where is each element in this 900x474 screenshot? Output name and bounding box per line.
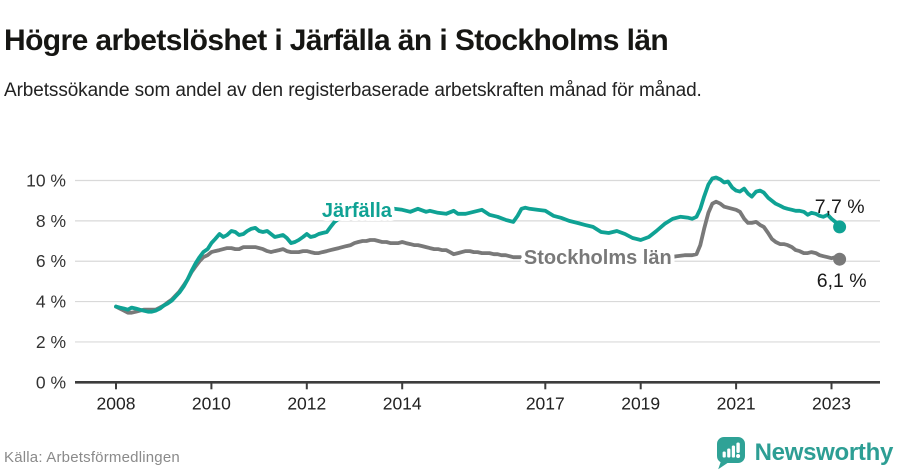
newsworthy-wordmark: Newsworthy	[754, 439, 894, 466]
y-tick-label: 8 %	[36, 211, 66, 231]
unemployment-line-chart: 0 % 2 % 4 % 6 % 8 % 10 % 2008 2010 2012 2014 2017 2…	[26, 171, 880, 413]
j-rf-lla-end-dot	[833, 220, 847, 234]
y-tick-label: 6 %	[36, 251, 66, 271]
x-tick-label-2008: 2008	[97, 393, 136, 413]
x-tick-label-2012: 2012	[287, 393, 326, 413]
source-credit: Källa: Arbetsförmedlingen	[4, 449, 180, 466]
x-tick-label-2021: 2021	[717, 393, 756, 413]
y-tick-label: 10 %	[26, 171, 66, 191]
stockholms-l-n-line	[114, 199, 842, 315]
chart-subtitle: Arbetssökande som andel av den registerb…	[4, 80, 702, 101]
x-tick-label-2019: 2019	[621, 393, 660, 413]
x-tick-label-2017: 2017	[526, 393, 565, 413]
j-rf-lla-series-label: Järfälla	[322, 200, 393, 222]
y-tick-label: 4 %	[36, 292, 66, 312]
stockholms-l-n-end-value-label: 6,1 %	[817, 270, 867, 292]
stockholms-l-n-end-dot	[833, 252, 847, 266]
x-tick-label-2010: 2010	[192, 393, 231, 413]
j-rf-lla-line	[114, 175, 842, 314]
y-tick-label: 0 %	[36, 372, 66, 392]
stockholms-l-n-series-label: Stockholms län	[524, 247, 672, 269]
page-title: Högre arbetslöshet i Järfälla än i Stock…	[4, 24, 669, 58]
x-tick-label-2014: 2014	[383, 393, 422, 413]
y-tick-label: 2 %	[36, 332, 66, 352]
j-rf-lla-end-value-label: 7,7 %	[815, 196, 865, 218]
newsworthy-logo[interactable]: Newsworthy	[714, 436, 893, 470]
x-tick-label-2023: 2023	[812, 393, 851, 413]
newsworthy-bubble-chart-icon	[716, 437, 745, 470]
